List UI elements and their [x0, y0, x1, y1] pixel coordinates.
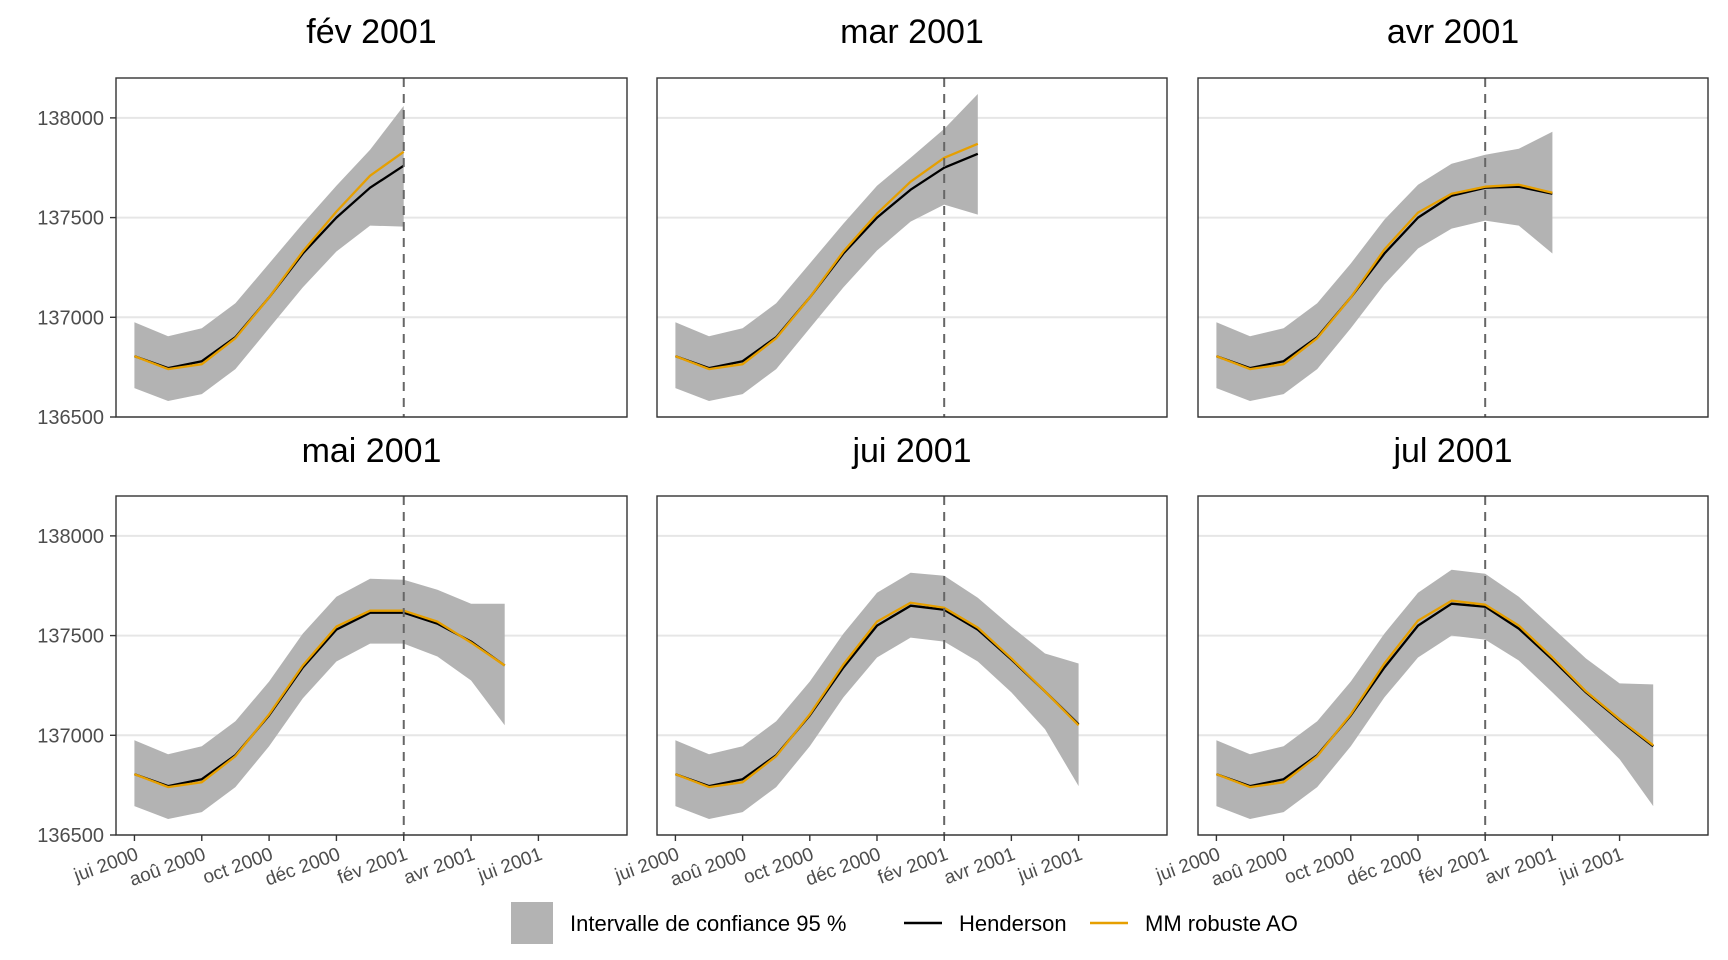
robust-line: [1215, 183, 1553, 371]
x-tick-label: avr 2001: [941, 844, 1018, 889]
henderson-line: [134, 611, 506, 788]
chart-panels: fév 2001 136500 137000 137500 138000 mar 2001…: [37, 13, 1709, 891]
x-tick-label: jui 2001: [1015, 844, 1086, 887]
x-tick-label: fév 2001: [1416, 844, 1492, 889]
panel-title: jul 2001: [1392, 432, 1512, 470]
y-tick-label: 138000: [37, 526, 104, 548]
x-tick-label: déc 2000: [803, 844, 884, 890]
x-tick-label: oct 2000: [1282, 844, 1358, 889]
y-tick-label: 136500: [37, 407, 104, 429]
panel-title: mai 2001: [302, 432, 442, 470]
x-tick-label: avr 2001: [1482, 844, 1559, 889]
confidence-ribbon: [134, 105, 404, 402]
panel-3: avr 2001: [1197, 13, 1709, 418]
panel-1: fév 2001 136500 137000 137500 138000: [37, 13, 628, 429]
robust-line: [133, 150, 405, 371]
x-tick-label: aoû 2000: [668, 844, 750, 891]
legend: Intervalle de confiance 95 % Henderson MM …: [511, 902, 1298, 944]
y-tick-label: 137000: [37, 725, 104, 747]
x-tick-label: aoû 2000: [1209, 844, 1291, 891]
confidence-ribbon: [675, 94, 978, 401]
panel-title: mar 2001: [840, 13, 984, 51]
panel-title: jui 2001: [851, 432, 971, 470]
confidence-ribbon: [134, 578, 505, 819]
legend-label-ci: Intervalle de confiance 95 %: [570, 911, 846, 936]
robust-line: [674, 142, 979, 371]
x-tick-label: déc 2000: [262, 844, 343, 890]
x-tick-label: oct 2000: [741, 844, 817, 889]
x-tick-label: jui 2001: [474, 844, 545, 887]
x-tick-label: avr 2001: [401, 844, 478, 889]
x-tick-label: oct 2000: [200, 844, 276, 889]
panel-2: mar 2001: [656, 13, 1168, 418]
x-tick-label: fév 2001: [335, 844, 411, 889]
panel-border: [1197, 495, 1709, 836]
confidence-ribbon: [1216, 569, 1654, 819]
confidence-ribbon: [1216, 131, 1553, 402]
legend-label-robust: MM robuste AO: [1145, 911, 1298, 936]
y-tick-label: 137500: [37, 208, 104, 230]
legend-swatch-ci: [511, 902, 553, 944]
robust-line: [133, 609, 506, 789]
y-tick-label: 137000: [37, 307, 104, 329]
robust-line: [1215, 599, 1654, 789]
legend-label-henderson: Henderson: [959, 911, 1067, 936]
panel-border: [1197, 77, 1709, 418]
x-tick-label: fév 2001: [875, 844, 951, 889]
panel-border: [115, 495, 628, 836]
y-tick-label: 137500: [37, 626, 104, 648]
panel-title: fév 2001: [306, 13, 436, 51]
panel-border: [656, 495, 1168, 836]
y-tick-label: 136500: [37, 825, 104, 847]
y-tick-label: 138000: [37, 108, 104, 130]
panel-title: avr 2001: [1387, 13, 1519, 51]
panel-border: [656, 77, 1168, 418]
panel-border: [115, 77, 628, 418]
robust-line: [674, 601, 1080, 789]
x-tick-label: jui 2001: [1556, 844, 1627, 887]
x-tick-label: déc 2000: [1344, 844, 1425, 890]
x-tick-label: aoû 2000: [127, 844, 209, 891]
henderson-line: [1216, 185, 1553, 370]
